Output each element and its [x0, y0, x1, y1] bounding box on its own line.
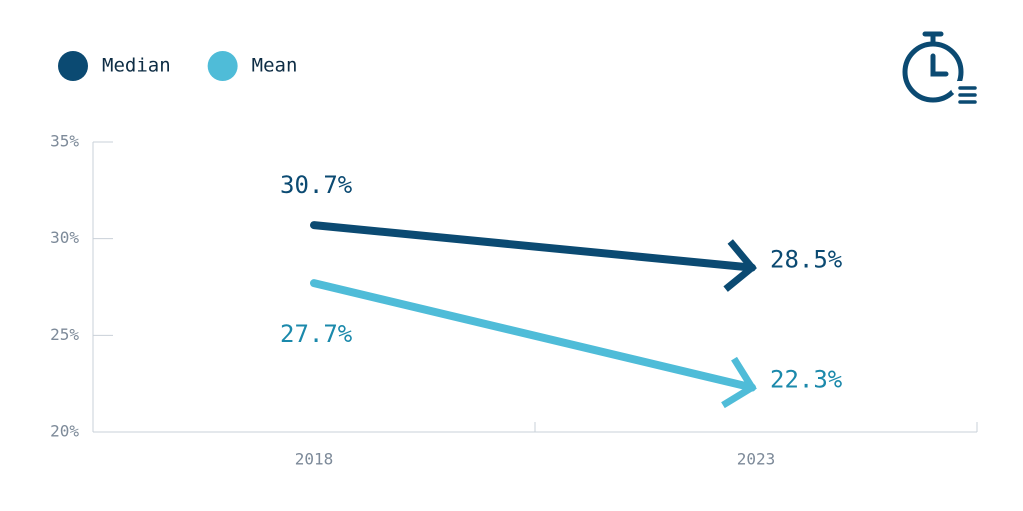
x-tick-label: 2023	[737, 450, 776, 469]
arrowhead	[721, 356, 757, 409]
y-tick-label: 35%	[50, 132, 79, 151]
data-label: 28.5%	[770, 246, 843, 274]
y-tick-label: 20%	[50, 422, 79, 441]
arrowhead	[723, 239, 757, 292]
x-tick-label: 2018	[295, 450, 334, 469]
legend-swatch	[207, 51, 238, 81]
y-tick-label: 25%	[50, 325, 79, 344]
stopwatch-icon	[902, 31, 983, 104]
y-tick-label: 30%	[50, 228, 79, 247]
series-line	[310, 279, 756, 392]
data-label: 30.7%	[280, 171, 353, 199]
data-label: 22.3%	[770, 366, 843, 394]
legend-swatch	[58, 51, 88, 81]
legend-label: Median	[102, 55, 171, 77]
legend-label: Mean	[252, 55, 298, 77]
series-line	[310, 221, 756, 272]
data-label: 27.7%	[280, 320, 353, 348]
